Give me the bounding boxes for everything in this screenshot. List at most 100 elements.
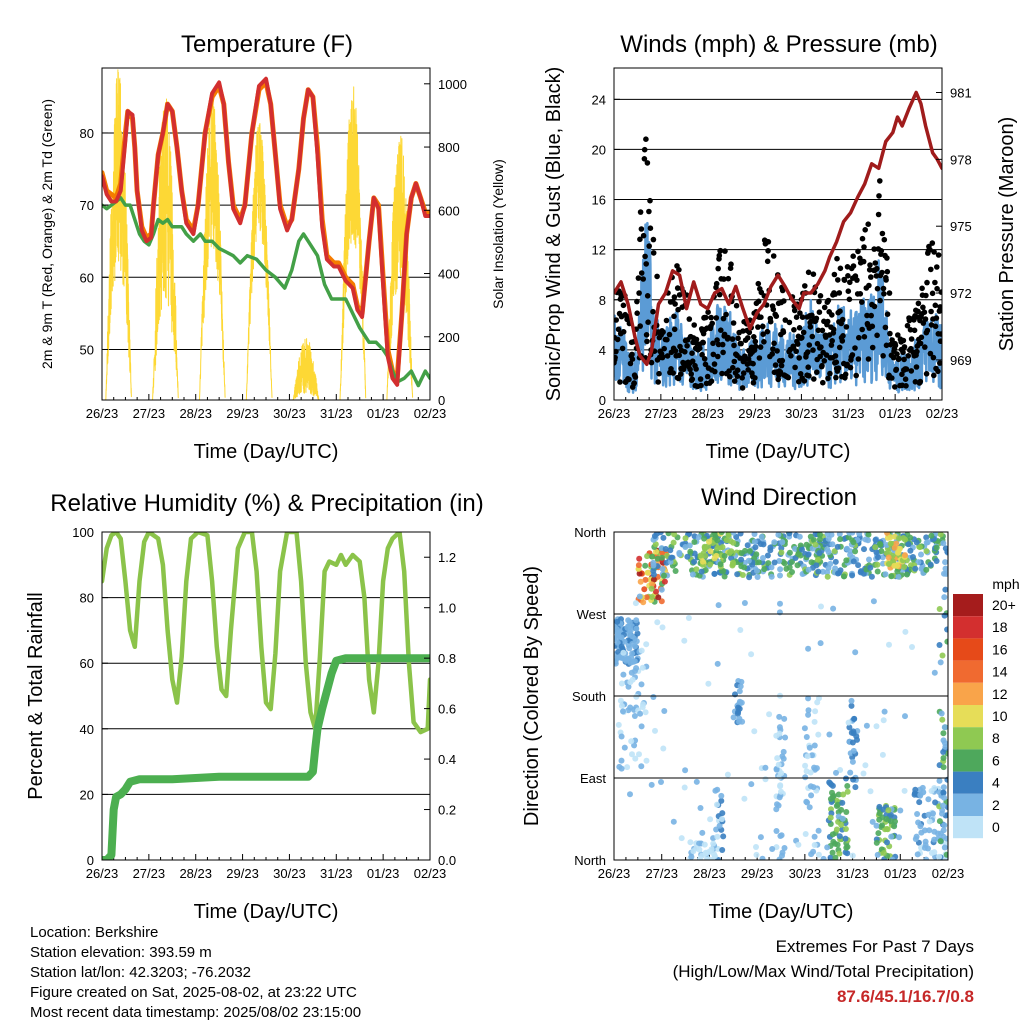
direction-point bbox=[894, 549, 901, 556]
x-tick-label: 26/23 bbox=[86, 866, 119, 881]
direction-point bbox=[736, 715, 743, 722]
direction-point bbox=[832, 854, 839, 860]
direction-point bbox=[667, 547, 674, 554]
gust-point bbox=[810, 271, 817, 278]
direction-point bbox=[746, 548, 753, 554]
gust-point bbox=[745, 367, 751, 373]
gust-point bbox=[853, 372, 859, 379]
y2-tick-label: 0.8 bbox=[438, 651, 456, 666]
gust-point bbox=[880, 285, 887, 292]
direction-point bbox=[917, 791, 924, 798]
gust-point bbox=[799, 334, 805, 341]
gust-point bbox=[671, 326, 678, 333]
x-tick-label: 31/23 bbox=[832, 406, 865, 421]
direction-point bbox=[837, 567, 844, 574]
direction-point bbox=[762, 764, 769, 771]
direction-point bbox=[858, 568, 864, 575]
direction-point bbox=[833, 826, 840, 833]
direction-point bbox=[690, 848, 697, 855]
direction-point bbox=[811, 718, 818, 725]
gust-point bbox=[671, 313, 677, 320]
direction-point bbox=[627, 704, 634, 711]
direction-point bbox=[835, 791, 842, 798]
gust-point bbox=[712, 368, 718, 375]
direction-point bbox=[633, 693, 640, 700]
direction-point bbox=[878, 548, 885, 555]
direction-point bbox=[939, 810, 945, 817]
direction-point bbox=[670, 539, 677, 546]
direction-point bbox=[875, 554, 881, 561]
gust-point bbox=[715, 265, 721, 272]
direction-point bbox=[888, 833, 895, 840]
direction-point bbox=[824, 532, 831, 537]
direction-point bbox=[753, 851, 760, 858]
direction-point bbox=[815, 827, 822, 834]
direction-point bbox=[710, 840, 717, 847]
y2-axis-label: Solar Insolation (Yellow) bbox=[490, 159, 506, 309]
direction-point bbox=[640, 599, 647, 606]
x-tick-label: 28/23 bbox=[179, 406, 212, 421]
direction-point bbox=[718, 816, 725, 823]
gust-point bbox=[880, 353, 886, 359]
gust-point bbox=[859, 235, 866, 242]
gust-point bbox=[774, 348, 780, 354]
gust-point bbox=[659, 354, 666, 360]
direction-point bbox=[827, 854, 834, 860]
direction-point bbox=[777, 833, 784, 839]
direction-point bbox=[942, 559, 948, 566]
direction-point bbox=[697, 805, 704, 811]
gust-point bbox=[752, 343, 759, 350]
direction-point bbox=[838, 821, 845, 828]
legend-swatch bbox=[953, 594, 983, 617]
gust-point bbox=[872, 260, 879, 266]
gust-point bbox=[689, 358, 696, 365]
gust-point bbox=[788, 353, 794, 359]
direction-point bbox=[818, 603, 824, 610]
direction-point bbox=[873, 723, 880, 730]
direction-point bbox=[940, 737, 947, 744]
direction-point bbox=[942, 565, 948, 572]
direction-point bbox=[880, 717, 887, 724]
direction-point bbox=[761, 566, 768, 573]
direction-point bbox=[901, 787, 908, 794]
gust-point bbox=[746, 329, 753, 336]
direction-point bbox=[705, 680, 712, 687]
direction-point bbox=[786, 549, 793, 556]
gust-point bbox=[675, 375, 682, 382]
direction-point bbox=[886, 641, 892, 648]
direction-point bbox=[812, 532, 819, 538]
gust-point bbox=[617, 379, 623, 385]
direction-point bbox=[835, 813, 842, 820]
direction-point bbox=[815, 568, 822, 575]
direction-point bbox=[762, 776, 769, 783]
direction-point bbox=[780, 748, 787, 755]
direction-point bbox=[872, 536, 879, 543]
gust-point bbox=[643, 261, 649, 267]
gust-point bbox=[637, 236, 643, 243]
direction-point bbox=[808, 851, 815, 858]
gust-point bbox=[663, 317, 670, 324]
gust-point bbox=[666, 331, 673, 338]
direction-point bbox=[713, 552, 720, 559]
gust-point bbox=[877, 297, 883, 304]
direction-point bbox=[923, 856, 930, 860]
solar-line bbox=[292, 338, 320, 400]
direction-point bbox=[915, 559, 922, 566]
direction-point bbox=[627, 791, 633, 798]
y2-tick-label: 400 bbox=[438, 267, 460, 282]
gust-point bbox=[711, 361, 718, 367]
direction-point bbox=[944, 548, 948, 555]
gust-point bbox=[778, 362, 785, 369]
gust-point bbox=[857, 291, 864, 297]
direction-point bbox=[614, 629, 620, 636]
gust-point bbox=[830, 326, 837, 333]
direction-point bbox=[914, 811, 921, 817]
gust-point bbox=[671, 294, 678, 300]
direction-point bbox=[661, 708, 668, 714]
legend-swatch bbox=[953, 616, 983, 639]
gust-point bbox=[938, 289, 942, 295]
direction-point bbox=[730, 532, 737, 536]
direction-point bbox=[891, 823, 898, 830]
x-tick-label: 30/23 bbox=[785, 406, 818, 421]
direction-point bbox=[940, 749, 947, 755]
